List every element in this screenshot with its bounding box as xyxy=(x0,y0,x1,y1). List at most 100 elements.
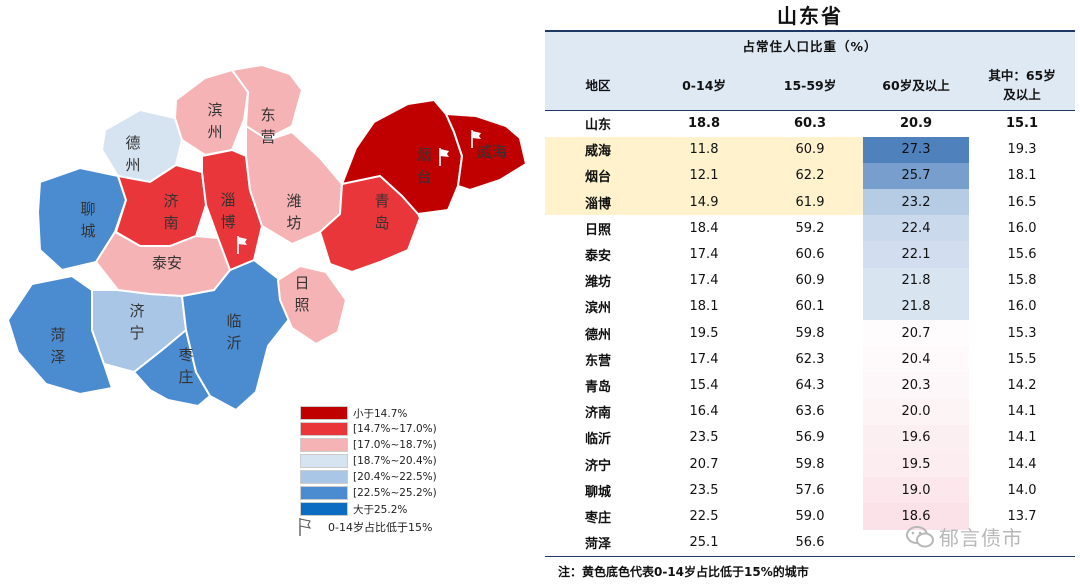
map-region-15 xyxy=(444,112,528,192)
table-cell-14-2: 57.6 xyxy=(795,482,825,498)
legend-label: 小于14.7% xyxy=(353,407,408,420)
legend-label: [18.7%~20.4%) xyxy=(353,455,437,467)
map-label-8-0: 滨 xyxy=(207,101,222,119)
map-label-14-0: 烟 xyxy=(416,146,431,164)
map-label-9-0: 东 xyxy=(260,106,275,124)
table-row: 烟台 12.1 62.2 25.7 18.1 xyxy=(545,162,1075,190)
table-cell-5-4: 15.6 xyxy=(1007,247,1037,263)
table-cell-2-2: 62.2 xyxy=(757,162,863,190)
table-cell-15-4: 13.7 xyxy=(1007,508,1037,524)
table-bottom-rule xyxy=(545,555,1075,557)
map-label-11-0: 潍 xyxy=(286,192,301,210)
map-flags xyxy=(237,130,481,254)
table-cell-8-3: 20.7 xyxy=(863,320,969,347)
legend-swatch xyxy=(300,406,348,420)
column-header-4: 其中：65岁 及以上 xyxy=(988,68,1056,102)
map-label-1-1: 庄 xyxy=(178,368,193,386)
table-cell-4-0: 日照 xyxy=(584,222,611,238)
table-cell-15-2: 59.0 xyxy=(795,508,825,524)
map-label-13-1: 岛 xyxy=(374,214,389,232)
population-table: 占常住人口比重（%） 地区 0-14岁 15-59岁 60岁及以上 其中：65岁 及以上 … xyxy=(545,30,1076,556)
flag-legend: 0-14岁占比低于15% xyxy=(298,517,432,537)
table-cell-13-2: 59.8 xyxy=(795,456,825,472)
table-cell-0-1: 18.8 xyxy=(687,116,721,132)
legend-swatch xyxy=(300,438,348,452)
table-cell-16-1: 25.1 xyxy=(689,535,719,551)
table-cell-12-1: 23.5 xyxy=(689,430,719,446)
table-cell-6-4: 15.8 xyxy=(1007,273,1037,289)
column-header-3: 60岁及以上 xyxy=(882,77,950,93)
table-cell-10-3: 20.3 xyxy=(863,372,969,399)
table-cell-9-1: 17.4 xyxy=(689,351,719,367)
map-label-4-1: 沂 xyxy=(226,334,241,352)
table-cell-3-0: 淄博 xyxy=(545,189,651,216)
watermark: 郁言债市 xyxy=(905,522,1023,551)
table-cell-12-3: 19.6 xyxy=(863,424,969,451)
table-cell-0-2: 60.3 xyxy=(793,116,827,132)
legend-swatch xyxy=(300,486,348,500)
table-cell-7-1: 18.1 xyxy=(689,299,719,315)
legend-label: 大于25.2% xyxy=(353,503,408,516)
table-cell-5-2: 60.6 xyxy=(795,247,825,263)
table-cell-5-1: 17.4 xyxy=(689,247,719,263)
table-cell-14-4: 14.0 xyxy=(1007,482,1037,498)
column-header-1: 0-14岁 xyxy=(682,77,726,93)
map-label-2-1: 城 xyxy=(80,222,95,240)
table-cell-15-0: 枣庄 xyxy=(584,510,611,526)
province-row: 山东 18.8 60.3 20.9 15.1 xyxy=(545,110,1076,137)
map-regions xyxy=(6,63,528,412)
table-cell-11-4: 14.1 xyxy=(1007,404,1037,420)
table-cell-3-4: 16.5 xyxy=(1007,194,1037,210)
table-row: 聊城 23.5 57.6 19.0 14.0 xyxy=(545,477,1075,504)
map-label-5-1: 州 xyxy=(125,156,140,174)
map-label-6-1: 南 xyxy=(163,214,178,232)
table-cell-9-0: 东营 xyxy=(584,353,611,369)
table-cell-5-3: 22.1 xyxy=(863,241,969,268)
table-cell-10-2: 64.3 xyxy=(795,377,825,393)
table-cell-1-3: 27.3 xyxy=(863,136,969,163)
table-cell-15-3: 18.6 xyxy=(863,503,969,530)
legend-item: [22.5%~25.2%) xyxy=(300,485,530,501)
table-cell-2-4: 18.1 xyxy=(1007,168,1037,184)
table-row: 泰安 17.4 60.6 22.1 15.6 xyxy=(545,241,1075,268)
map-region-12 xyxy=(276,264,348,346)
table-cell-7-0: 滨州 xyxy=(584,301,611,317)
map-label-12-1: 照 xyxy=(294,296,309,314)
population-table-panel: 山东省 占常住人口比重（%） 地区 0-14岁 15-59岁 60岁及以上 其中：65岁… xyxy=(545,0,1076,557)
table-row: 菏泽 25.1 56.6 xyxy=(545,530,1075,556)
column-header-row: 地区 0-14岁 15-59岁 60岁及以上 其中：65岁 及以上 xyxy=(545,58,1076,111)
table-cell-3-2: 61.9 xyxy=(757,189,863,216)
table-cell-15-1: 22.5 xyxy=(689,508,719,524)
table-cell-10-0: 青岛 xyxy=(584,379,611,395)
table-cell-4-2: 59.2 xyxy=(795,220,825,236)
legend-item: 大于25.2% xyxy=(300,501,530,517)
table-cell-7-4: 16.0 xyxy=(1007,299,1037,315)
table-cell-0-4: 15.1 xyxy=(1005,116,1039,132)
table-cell-11-0: 济南 xyxy=(584,406,611,422)
legend-label: [20.4%~22.5%) xyxy=(353,471,437,483)
map-label-4-0: 临 xyxy=(226,312,241,330)
table-cell-4-3: 22.4 xyxy=(863,215,969,242)
table-cell-1-2: 60.9 xyxy=(757,136,863,163)
legend-swatch xyxy=(300,502,348,516)
map-label-14-1: 台 xyxy=(416,168,431,186)
legend-label: [14.7%~17.0%) xyxy=(353,423,437,435)
table-cell-1-1: 11.8 xyxy=(651,136,757,163)
flag-icon xyxy=(299,518,312,536)
map-label-2-0: 聊 xyxy=(80,200,95,218)
map-flag-10 xyxy=(237,236,247,254)
table-cell-1-0: 威海 xyxy=(545,136,651,163)
map-label-1-0: 枣 xyxy=(178,346,193,364)
map-label-7-0: 泰安 xyxy=(152,254,182,272)
table-cell-10-1: 15.4 xyxy=(689,377,719,393)
wechat-icon xyxy=(906,525,934,547)
watermark-text: 郁言债市 xyxy=(939,526,1023,550)
legend-item: [14.7%~17.0%) xyxy=(300,421,530,437)
table-row: 东营 17.4 62.3 20.4 15.5 xyxy=(545,346,1075,373)
flag-legend-label: 0-14岁占比低于15% xyxy=(328,521,433,534)
table-cell-8-1: 19.5 xyxy=(689,325,719,341)
map-label-0-0: 菏 xyxy=(50,326,65,344)
legend-item: [18.7%~20.4%) xyxy=(300,453,530,469)
